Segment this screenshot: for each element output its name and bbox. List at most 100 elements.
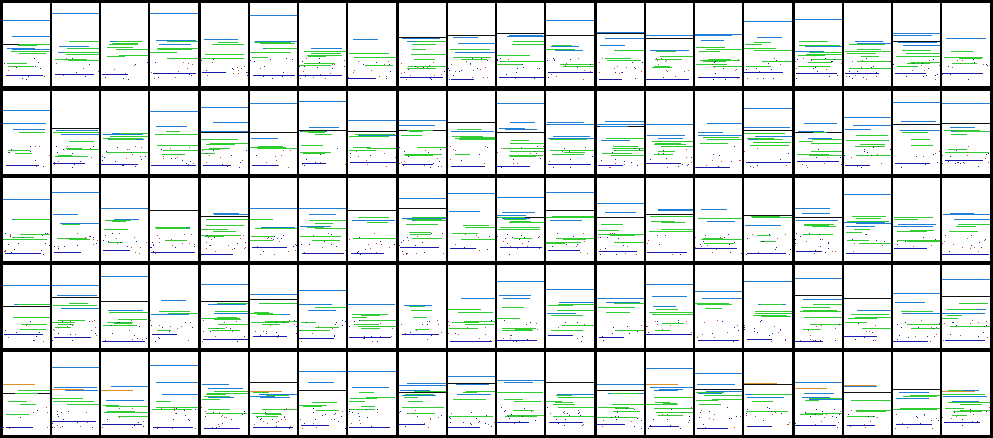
line-segment (55, 156, 88, 157)
data-point (956, 416, 957, 417)
data-point (245, 247, 246, 248)
data-point (406, 254, 407, 255)
line-segment (850, 416, 875, 417)
data-point (787, 424, 788, 425)
line-segment (856, 223, 891, 224)
data-point (642, 62, 643, 63)
data-point (416, 253, 417, 254)
line-segment (510, 143, 544, 144)
data-point (563, 412, 564, 413)
line-segment (646, 38, 693, 39)
line-segment (65, 223, 99, 224)
data-point (757, 165, 758, 166)
line-segment (960, 404, 982, 405)
data-point (205, 411, 206, 412)
line-segment (550, 139, 587, 140)
data-point (325, 414, 326, 415)
line-segment (417, 147, 446, 148)
data-point (336, 322, 337, 323)
plot-panel (844, 352, 891, 435)
line-segment (701, 209, 727, 210)
data-point (281, 419, 282, 420)
line-segment (304, 51, 321, 52)
line-segment (112, 221, 126, 222)
data-point (5, 251, 6, 252)
line-segment (52, 297, 99, 298)
line-segment (658, 151, 675, 152)
line-segment (943, 396, 987, 397)
data-point (131, 152, 132, 153)
data-point (191, 75, 192, 76)
data-point (906, 76, 907, 77)
data-point (401, 63, 402, 64)
line-segment (253, 392, 269, 393)
data-point (132, 408, 133, 409)
data-point (566, 244, 567, 245)
data-point (389, 64, 390, 65)
data-point (695, 247, 696, 248)
line-segment (558, 397, 577, 398)
data-point (261, 418, 262, 419)
data-point (57, 411, 58, 412)
data-point (62, 321, 63, 322)
plot-panel (150, 3, 198, 86)
line-segment (546, 35, 594, 36)
data-point (286, 58, 287, 59)
data-point (813, 68, 814, 69)
line-segment (862, 328, 891, 329)
line-segment (546, 243, 565, 244)
line-segment (654, 66, 670, 67)
plot-panel (844, 265, 891, 348)
data-point (897, 244, 898, 245)
data-point (358, 251, 359, 252)
data-point (182, 243, 183, 244)
line-segment (954, 219, 990, 220)
line-segment (502, 328, 536, 329)
data-point (276, 322, 277, 323)
data-point (115, 161, 116, 162)
data-point (795, 61, 796, 62)
data-point (77, 245, 78, 246)
plot-panel (497, 178, 544, 261)
line-segment (702, 34, 734, 35)
data-point (74, 164, 75, 165)
line-segment (52, 128, 99, 129)
line-segment (944, 422, 980, 423)
line-segment (696, 400, 718, 401)
data-point (935, 239, 936, 240)
line-segment (751, 133, 785, 134)
data-point (288, 251, 289, 252)
line-segment (942, 103, 990, 104)
line-segment (399, 392, 446, 393)
data-point (371, 70, 372, 71)
data-point (72, 58, 73, 59)
line-segment (157, 48, 198, 49)
plot-panel (893, 91, 940, 174)
data-point (943, 340, 944, 341)
data-point (592, 156, 593, 157)
line-segment (801, 307, 830, 308)
data-point (399, 163, 400, 164)
line-segment (602, 153, 632, 154)
data-point (146, 338, 147, 339)
line-segment (795, 425, 836, 426)
data-point (305, 76, 306, 77)
data-point (884, 241, 885, 242)
line-segment (201, 301, 248, 302)
line-segment (910, 62, 940, 63)
plot-panel (795, 178, 842, 261)
line-segment (459, 139, 495, 140)
data-point (122, 165, 123, 166)
data-point (294, 324, 295, 325)
data-point (270, 325, 271, 326)
line-segment (106, 400, 144, 401)
data-point (461, 70, 462, 71)
data-point (800, 340, 801, 341)
data-point (626, 67, 627, 68)
line-segment (546, 242, 581, 243)
line-segment (417, 41, 446, 42)
line-segment (400, 77, 443, 78)
line-segment (656, 412, 693, 413)
data-point (8, 152, 9, 153)
line-segment (599, 79, 622, 80)
